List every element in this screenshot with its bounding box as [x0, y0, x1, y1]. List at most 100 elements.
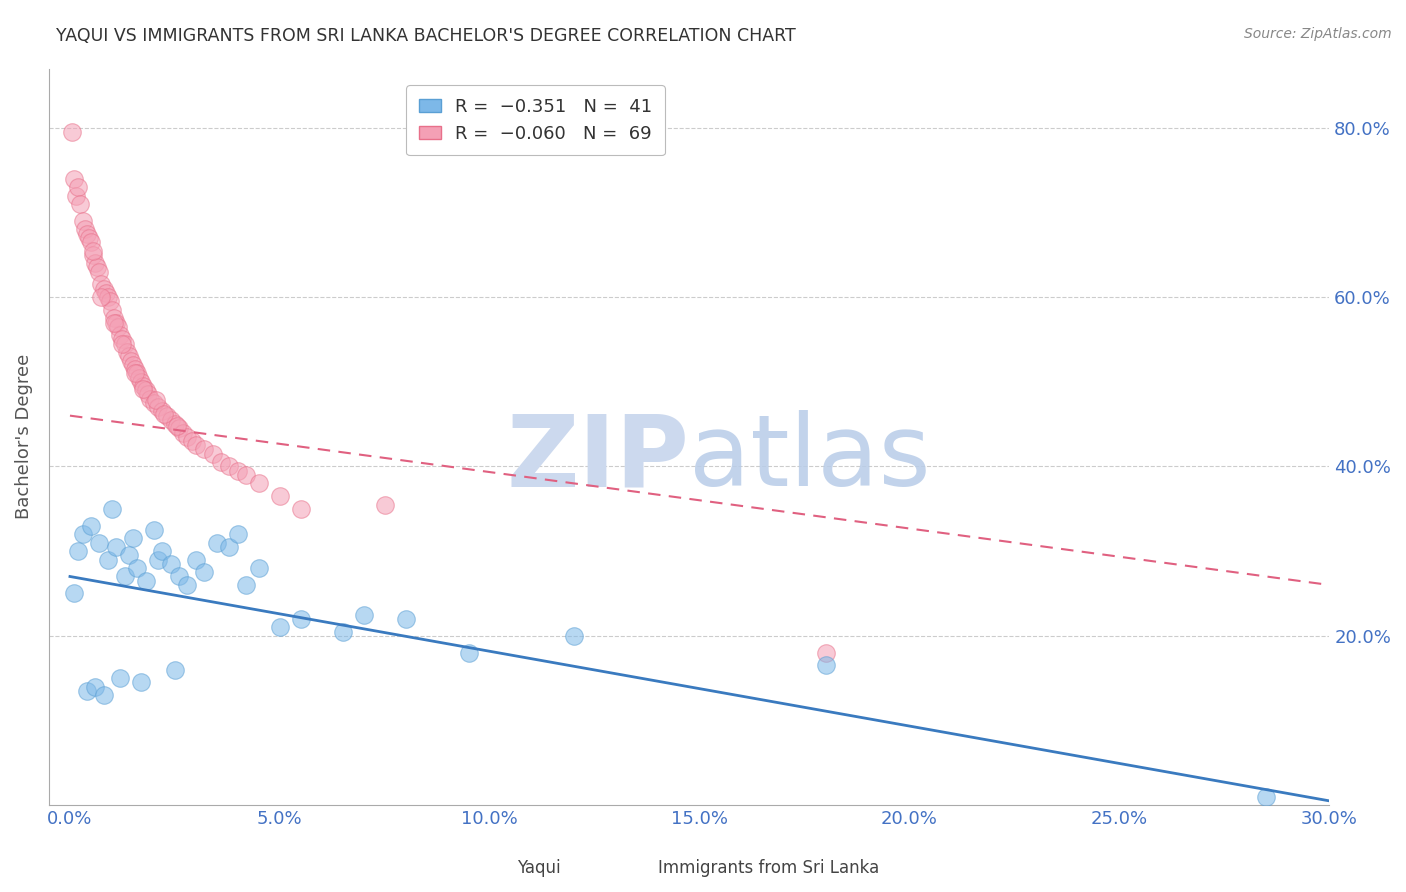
Point	[103, 311, 125, 326]
Point	[82, 248, 104, 262]
Point	[67, 180, 90, 194]
Point	[193, 566, 215, 580]
Point	[457, 646, 479, 660]
Point	[131, 675, 153, 690]
Point	[63, 171, 86, 186]
Point	[218, 459, 240, 474]
Point	[105, 316, 128, 330]
Point	[114, 336, 136, 351]
Point	[235, 578, 257, 592]
Point	[395, 612, 418, 626]
Text: YAQUI VS IMMIGRANTS FROM SRI LANKA BACHELOR'S DEGREE CORRELATION CHART: YAQUI VS IMMIGRANTS FROM SRI LANKA BACHE…	[56, 27, 796, 45]
Point	[80, 235, 103, 249]
Point	[127, 367, 149, 381]
Point	[114, 569, 136, 583]
Point	[124, 362, 146, 376]
Point	[176, 430, 198, 444]
Text: ZIP: ZIP	[506, 410, 689, 508]
Point	[98, 294, 121, 309]
Point	[269, 489, 291, 503]
Y-axis label: Bachelor's Degree: Bachelor's Degree	[15, 354, 32, 519]
Point	[153, 407, 176, 421]
Point	[118, 549, 141, 563]
Point	[209, 455, 232, 469]
Point	[120, 353, 142, 368]
Point	[84, 256, 107, 270]
Point	[69, 197, 91, 211]
Point	[72, 214, 94, 228]
Point	[163, 663, 186, 677]
Point	[63, 586, 86, 600]
Point	[60, 125, 83, 139]
Point	[146, 552, 169, 566]
Point	[110, 671, 132, 685]
Point	[128, 370, 150, 384]
Point	[115, 345, 138, 359]
Point	[122, 532, 145, 546]
Point	[353, 607, 375, 622]
Point	[332, 624, 354, 639]
Point	[290, 612, 312, 626]
Text: Source: ZipAtlas.com: Source: ZipAtlas.com	[1244, 27, 1392, 41]
Point	[110, 328, 132, 343]
Point	[94, 285, 117, 300]
Point	[90, 290, 112, 304]
Point	[80, 518, 103, 533]
Point	[111, 336, 134, 351]
Point	[76, 683, 98, 698]
Point	[172, 425, 194, 440]
Point	[67, 544, 90, 558]
Point	[142, 523, 165, 537]
Legend: R =  −0.351   N =  41, R =  −0.060   N =  69: R = −0.351 N = 41, R = −0.060 N = 69	[406, 85, 665, 155]
Point	[76, 227, 98, 241]
Point	[103, 316, 125, 330]
Point	[127, 561, 149, 575]
Point	[124, 367, 146, 381]
Point	[290, 501, 312, 516]
Text: Immigrants from Sri Lanka: Immigrants from Sri Lanka	[658, 859, 879, 877]
Point	[101, 302, 124, 317]
Point	[134, 574, 156, 588]
Point	[73, 222, 96, 236]
Point	[176, 578, 198, 592]
Point	[235, 467, 257, 482]
Point	[72, 527, 94, 541]
Point	[167, 569, 190, 583]
Point	[138, 392, 160, 406]
Point	[184, 552, 207, 566]
Point	[142, 396, 165, 410]
Point	[269, 620, 291, 634]
Point	[131, 375, 153, 389]
Point	[218, 540, 240, 554]
Point	[65, 188, 87, 202]
Point	[105, 540, 128, 554]
Point	[180, 434, 202, 448]
Point	[134, 383, 156, 397]
Point	[101, 501, 124, 516]
Point	[155, 409, 177, 423]
Point	[247, 561, 270, 575]
Point	[159, 557, 181, 571]
Point	[167, 421, 190, 435]
Point	[82, 244, 104, 258]
Point	[562, 629, 585, 643]
Point	[146, 400, 169, 414]
Point	[77, 231, 100, 245]
Point	[145, 393, 167, 408]
Point	[97, 552, 120, 566]
Text: atlas: atlas	[689, 410, 931, 508]
Point	[205, 535, 228, 549]
Point	[184, 438, 207, 452]
Point	[93, 282, 115, 296]
Point	[97, 290, 120, 304]
Point	[814, 646, 837, 660]
Point	[814, 658, 837, 673]
Point	[247, 476, 270, 491]
Point	[90, 277, 112, 292]
Point	[150, 544, 173, 558]
Point	[107, 319, 129, 334]
Text: Yaqui: Yaqui	[517, 859, 561, 877]
Point	[226, 464, 249, 478]
Point	[111, 333, 134, 347]
Point	[84, 680, 107, 694]
